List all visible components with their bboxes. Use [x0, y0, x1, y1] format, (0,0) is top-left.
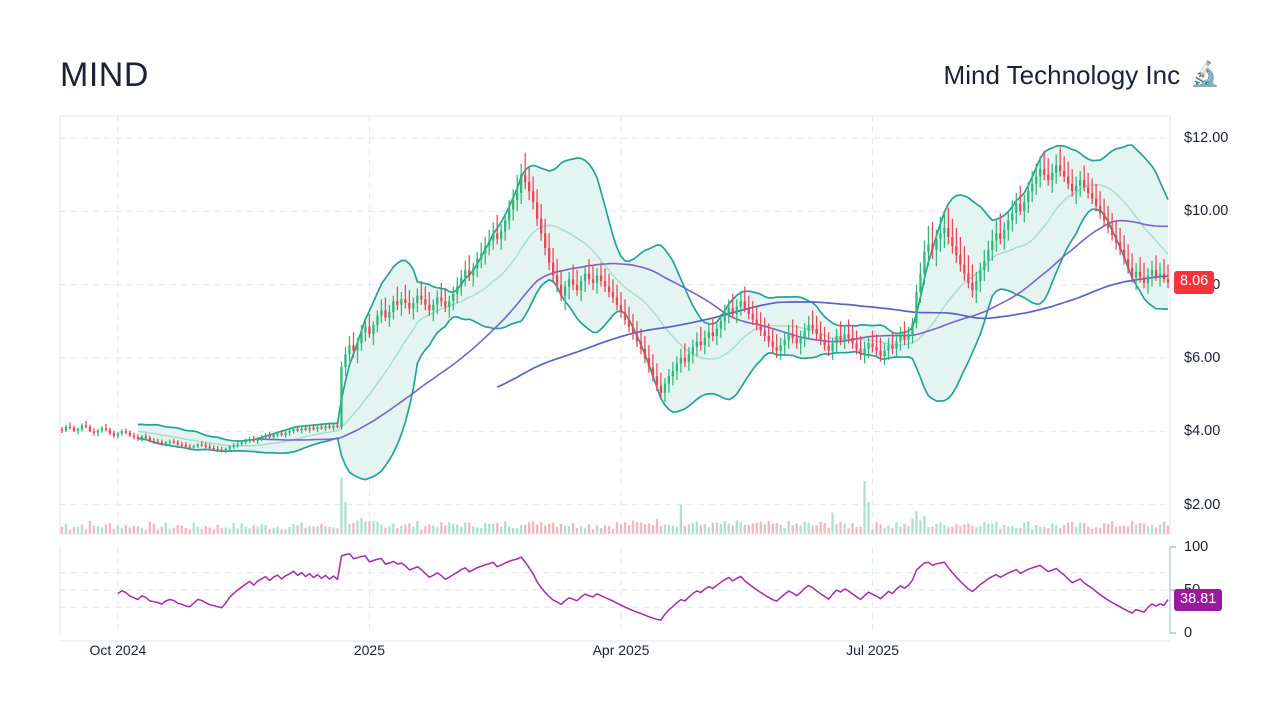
x-axis-label-jul-2025: Jul 2025	[846, 642, 899, 658]
x-axis-label-apr-2025: Apr 2025	[592, 642, 650, 658]
x-axis-label-oct-2024: Oct 2024	[89, 642, 147, 658]
rsi-axis-label-100: 100	[1184, 539, 1209, 555]
y-axis-label-10: $10.00	[1184, 203, 1229, 220]
y-axis-label-6: $6.00	[1184, 350, 1221, 366]
rsi-line	[117, 553, 1169, 621]
chart-gridlines	[60, 116, 1170, 633]
chart-axes	[59, 115, 1176, 642]
page-title: MIND	[60, 56, 149, 94]
y-axis-label-2: $2.00	[1184, 496, 1221, 513]
chart-header: MIND Mind Technology Inc 🔬	[0, 48, 1280, 102]
y-axis-label-4: $4.00	[1184, 423, 1221, 440]
last-price-badge: 8.06	[1174, 271, 1215, 294]
x-axis-label-2025: 2025	[353, 642, 386, 658]
moving-average-lines	[257, 219, 1169, 441]
microscope-icon: 🔬	[1190, 61, 1220, 88]
y-axis-label-12: $12.00	[1184, 130, 1229, 146]
company-name-group: Mind Technology Inc 🔬	[944, 48, 1220, 102]
rsi-axis-label-0: 0	[1184, 625, 1193, 641]
volume-bars	[60, 478, 1170, 534]
rsi-value-badge: 38.81	[1174, 588, 1223, 611]
company-name: Mind Technology Inc	[943, 60, 1181, 90]
candlestick-series	[60, 147, 1170, 454]
